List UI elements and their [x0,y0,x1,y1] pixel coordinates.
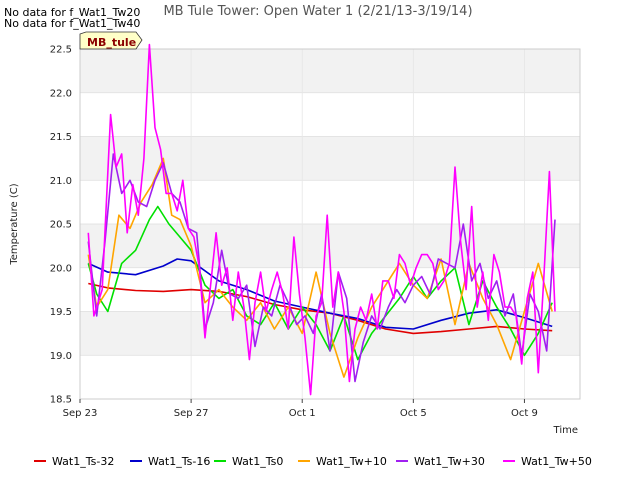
x-axis-label: Time [553,425,578,436]
legend-label-wat1-tw-30: Wat1_Tw+30 [414,455,485,468]
y-tick-label: 19.5 [50,307,72,318]
y-tick-label: 21.0 [50,176,72,187]
y-tick-label: 22.0 [50,88,72,99]
y-tick-label: 21.5 [50,132,72,143]
x-tick-label: Sep 23 [63,408,98,419]
legend-label-wat1-tw-50: Wat1_Tw+50 [521,455,592,468]
legend-label-wat1-ts-16: Wat1_Ts-16 [148,455,210,468]
chart-title: MB Tule Tower: Open Water 1 (2/21/13-3/1… [163,4,472,19]
y-axis-label: Temperature (C) [9,183,20,265]
x-tick-label: Oct 5 [400,408,427,419]
series-lines [87,43,556,396]
site-badge: MB_tule [79,31,143,50]
x-tick-label: Oct 9 [511,408,538,419]
legend: Wat1_Ts-32 Wat1_Ts-16 Wat1_Ts0 Wat1_Tw+10 Wa… [34,455,592,468]
plot-band [80,92,580,137]
plot-band [80,355,580,399]
no-data-notice-tw40: No data for f_Wat1_Tw40 [4,17,141,30]
series-line-wat1-ts-32 [88,282,553,335]
no-data-notice-tw20: No data for f_Wat1_Tw20 [4,6,141,19]
series-line-wat1-ts0 [87,205,553,361]
x-tick-label: Oct 1 [289,408,316,419]
y-tick-label: 22.5 [50,45,72,56]
legend-label-wat1-ts-32: Wat1_Ts-32 [52,455,114,468]
legend-label-wat1-ts0: Wat1_Ts0 [232,455,283,468]
site-badge-label: MB_tule [87,36,136,49]
x-axis-ticks: Sep 23 Sep 27 Oct 1 Oct 5 Oct 9 [63,399,538,419]
y-tick-label: 18.5 [50,395,72,406]
y-tick-label: 20.0 [50,263,72,274]
legend-label-wat1-tw-10: Wat1_Tw+10 [316,455,387,468]
y-tick-label: 20.5 [50,220,72,231]
plot-background [79,48,580,400]
series-line-wat1-tw-50 [87,43,556,396]
y-tick-label: 19.0 [50,351,72,362]
plot-band [80,180,580,224]
plot-band [80,267,580,312]
plot-band [80,136,580,181]
x-tick-label: Sep 27 [174,408,209,419]
plot-band [80,49,580,93]
y-axis-ticks: 18.5 19.0 19.5 20.0 20.5 21.0 21.5 22.0 22.5 [50,45,72,406]
plot-frame [79,48,581,400]
